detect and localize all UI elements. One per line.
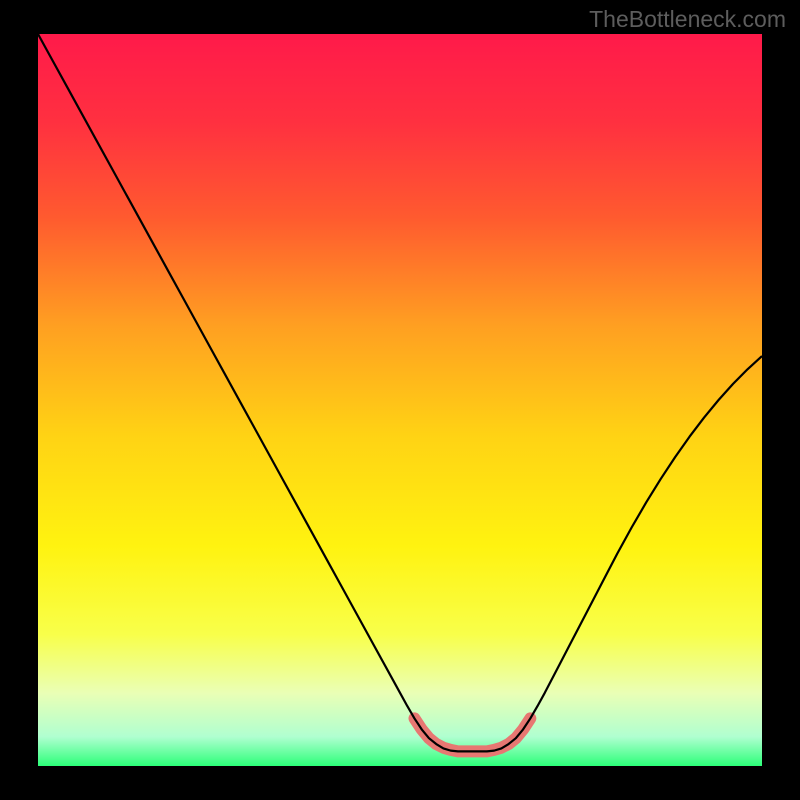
plot-background	[38, 34, 762, 766]
chart-canvas: TheBottleneck.com	[0, 0, 800, 800]
watermark-text: TheBottleneck.com	[589, 6, 786, 33]
chart-svg	[0, 0, 800, 800]
